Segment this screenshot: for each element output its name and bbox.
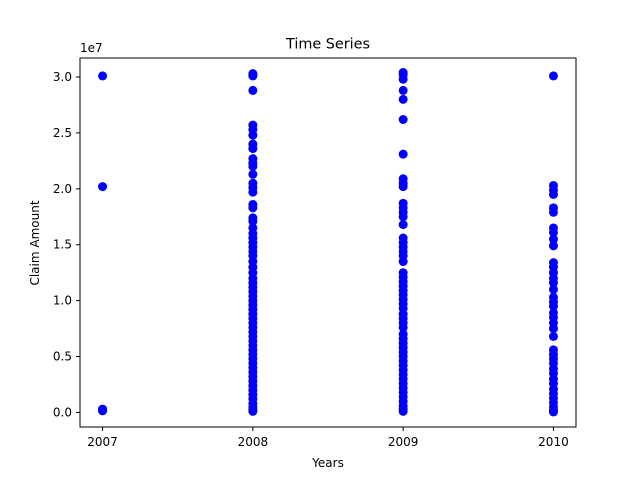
y-tick-label: 0.5: [53, 350, 72, 364]
x-tick-label: 2007: [87, 435, 118, 449]
data-point: [548, 301, 558, 311]
data-point: [248, 216, 258, 226]
data-point: [398, 115, 408, 124]
data-point: [248, 130, 258, 140]
y-tick-label: 1.0: [53, 294, 72, 308]
data-point: [248, 169, 258, 179]
data-point: [548, 284, 558, 294]
data-point: [248, 161, 258, 171]
x-axis: 2007 2008 2009 2010: [87, 427, 569, 449]
y-tick-label: 0.0: [53, 405, 72, 419]
data-point: [398, 85, 408, 95]
data-point: [98, 182, 108, 192]
y-offset-text: 1e7: [80, 41, 103, 55]
data-point: [398, 74, 408, 84]
y-tick-label: 1.5: [53, 238, 72, 252]
data-point: [548, 227, 558, 237]
y-tick-label: 2.0: [53, 182, 72, 196]
data-point: [548, 189, 558, 199]
data-point: [548, 71, 558, 81]
data-point: [548, 241, 558, 251]
data-point: [548, 331, 558, 341]
data-point: [398, 212, 408, 222]
data-point: [398, 149, 408, 159]
data-point: [548, 407, 558, 417]
y-axis: 0.0 0.5 1.0 1.5 2.0 2.5 3.0: [53, 70, 80, 419]
x-axis-label: Years: [311, 456, 344, 470]
x-tick-label: 2010: [538, 435, 569, 449]
data-point: [398, 322, 408, 332]
data-point: [248, 406, 258, 416]
data-point: [398, 406, 408, 416]
points-layer: [98, 68, 558, 417]
plot-area-frame: [79, 57, 577, 428]
data-point: [398, 220, 408, 230]
y-tick-label: 2.5: [53, 126, 72, 140]
data-point: [248, 85, 258, 95]
data-point: [548, 324, 558, 334]
data-point: [548, 207, 558, 217]
data-point: [248, 203, 258, 213]
y-axis-label: Claim Amount: [28, 200, 42, 285]
x-tick-label: 2009: [388, 435, 419, 449]
chart-title: Time Series: [285, 37, 370, 53]
data-point: [398, 94, 408, 104]
data-point: [398, 182, 408, 192]
data-point: [248, 144, 258, 154]
data-point: [248, 71, 258, 81]
data-point: [398, 257, 408, 267]
data-point: [98, 406, 108, 416]
x-tick-label: 2008: [238, 435, 269, 449]
data-point: [548, 278, 558, 288]
data-point: [248, 187, 258, 197]
data-point: [98, 71, 108, 81]
y-tick-label: 3.0: [53, 70, 72, 84]
data-point: [548, 234, 558, 244]
